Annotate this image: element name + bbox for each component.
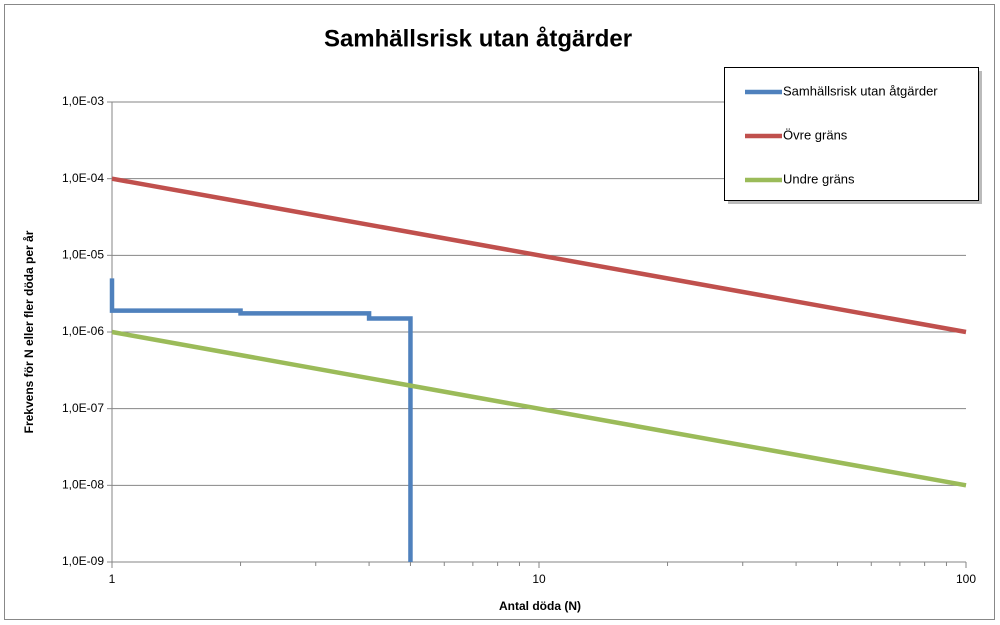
y-tick-label: 1,0E-07	[62, 401, 104, 415]
series-line	[109, 278, 413, 562]
series-line	[111, 176, 967, 335]
series-line	[111, 329, 967, 488]
x-tick-label: 1	[109, 572, 116, 586]
y-tick-label: 1,0E-05	[62, 248, 104, 262]
x-tick-label: 100	[956, 572, 976, 586]
y-tick-label: 1,0E-06	[62, 324, 104, 338]
y-axis-label: Frekvens för N eller fler döda per år	[22, 230, 36, 433]
x-tick-label: 10	[532, 572, 546, 586]
y-tick-label: 1,0E-08	[62, 478, 104, 492]
legend-label: Samhällsrisk utan åtgärder	[783, 83, 938, 98]
legend-label: Undre gräns	[783, 171, 855, 186]
grid: 1,0E-09 1,0E-08 1,0E-07 1,0E-06 1,0E-05 1,0E-…	[62, 94, 976, 586]
legend-label: Övre gräns	[783, 127, 848, 142]
y-tick-label: 1,0E-04	[62, 171, 104, 185]
y-tick-label: 1,0E-09	[62, 554, 104, 568]
y-tick-label: 1,0E-03	[62, 94, 104, 108]
chart-title: Samhällsrisk utan åtgärder	[324, 25, 632, 52]
x-axis-label: Antal döda (N)	[499, 599, 581, 613]
legend: Samhällsrisk utan åtgärder Övre gräns Undr…	[724, 67, 982, 204]
lines	[109, 176, 967, 562]
